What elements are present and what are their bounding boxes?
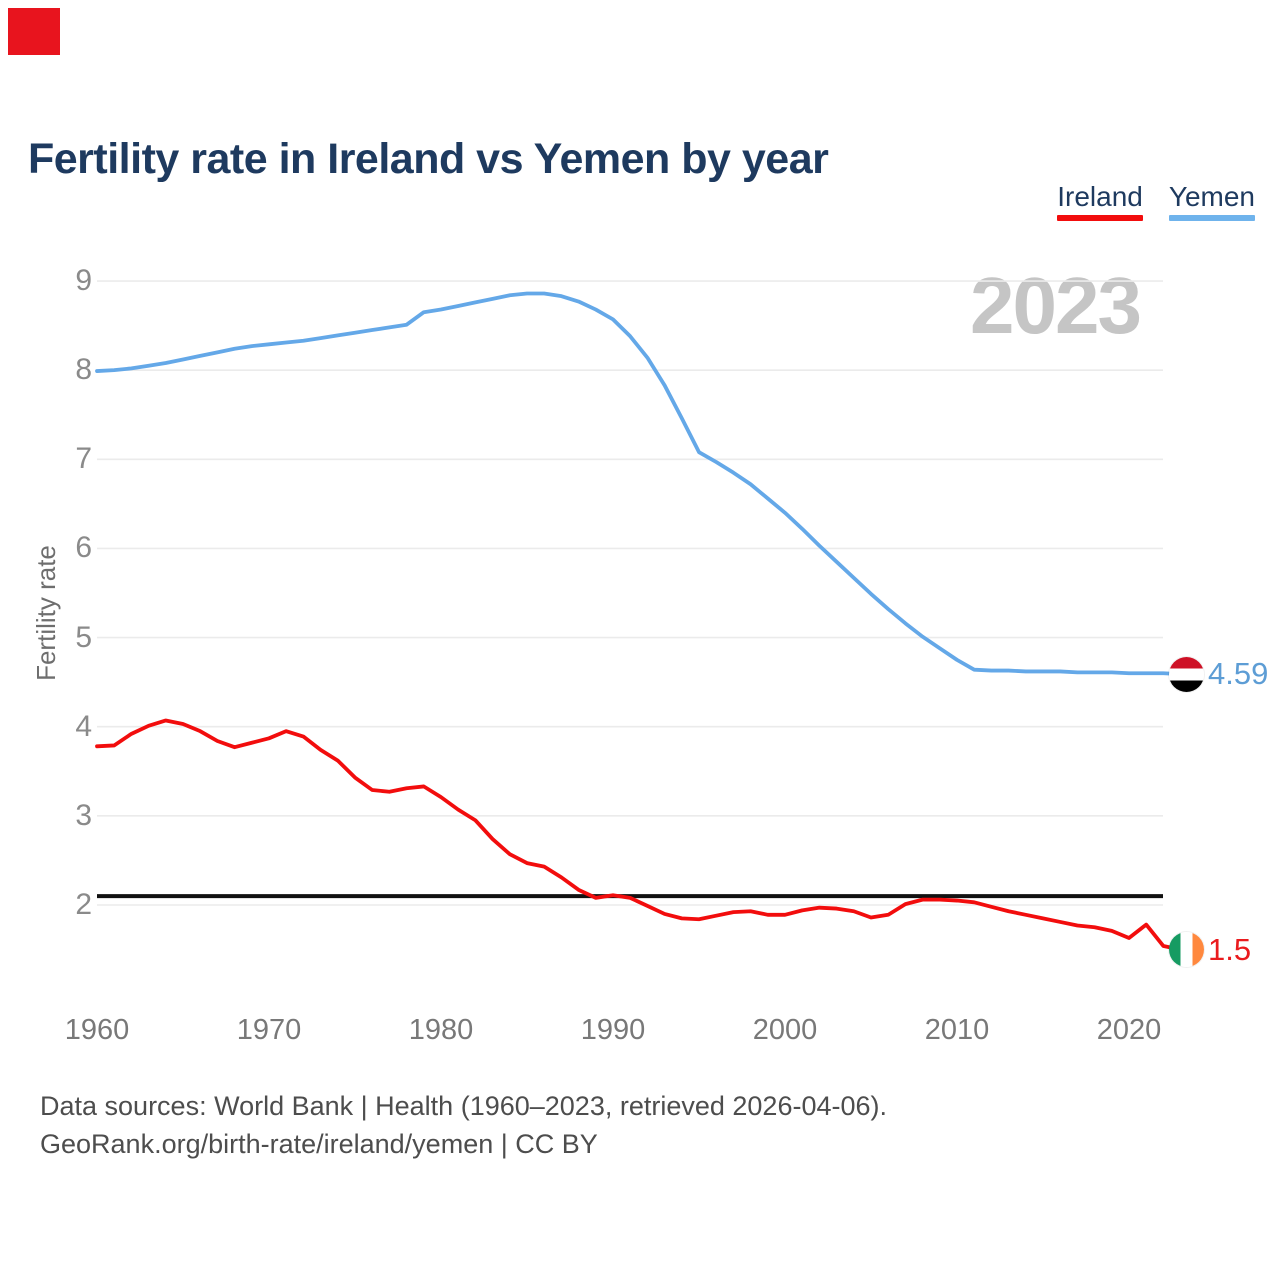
x-tick-label-1990: 1990 [580, 1014, 646, 1046]
page-title: Fertility rate in Ireland vs Yemen by ye… [28, 134, 829, 183]
brand-logo-block [8, 8, 60, 55]
legend-item-yemen[interactable]: Yemen [1168, 181, 1255, 221]
ireland-line [95, 718, 1183, 952]
legend-item-ireland[interactable]: Ireland [1057, 182, 1143, 221]
legend-underline-ireland [1057, 215, 1143, 221]
y-tick-label-2: 2 [75, 888, 92, 921]
x-tick-label-1960: 1960 [64, 1014, 130, 1046]
legend-label-ireland: Ireland [1057, 181, 1143, 212]
x-tick-label-2020: 2020 [1096, 1014, 1162, 1046]
legend: Ireland Yemen [1057, 182, 1255, 221]
footer-sources-line: Data sources: World Bank | Health (1960–… [40, 1091, 887, 1121]
y-tick-label-6: 6 [75, 531, 92, 565]
x-tick-label-2010: 2010 [924, 1014, 990, 1046]
ireland-end-value: 1.5 [1208, 931, 1252, 967]
y-tick-label-4: 4 [75, 709, 92, 743]
footer: Data sources: World Bank | Health (1960–… [40, 1087, 887, 1163]
legend-underline-yemen [1168, 215, 1255, 221]
y-tick-label-7: 7 [75, 442, 92, 476]
yemen-line [95, 291, 1183, 677]
ireland-flag-icon [1168, 932, 1204, 968]
year-watermark: 2023 [970, 261, 1142, 350]
y-tick-label-5: 5 [75, 620, 92, 654]
yemen-flag-icon [1168, 656, 1204, 692]
x-tick-label-1970: 1970 [236, 1014, 302, 1046]
y-tick-label-3: 3 [75, 798, 92, 832]
y-tick-label-9: 9 [75, 264, 92, 298]
yemen-end-value: 4.59 [1208, 656, 1269, 692]
x-tick-label-1980: 1980 [408, 1014, 474, 1046]
x-tick-label-2000: 2000 [752, 1014, 818, 1046]
y-tick-label-8: 8 [75, 353, 92, 387]
footer-attribution-line: GeoRank.org/birth-rate/ireland/yemen | C… [40, 1129, 598, 1159]
legend-label-yemen: Yemen [1168, 181, 1255, 212]
